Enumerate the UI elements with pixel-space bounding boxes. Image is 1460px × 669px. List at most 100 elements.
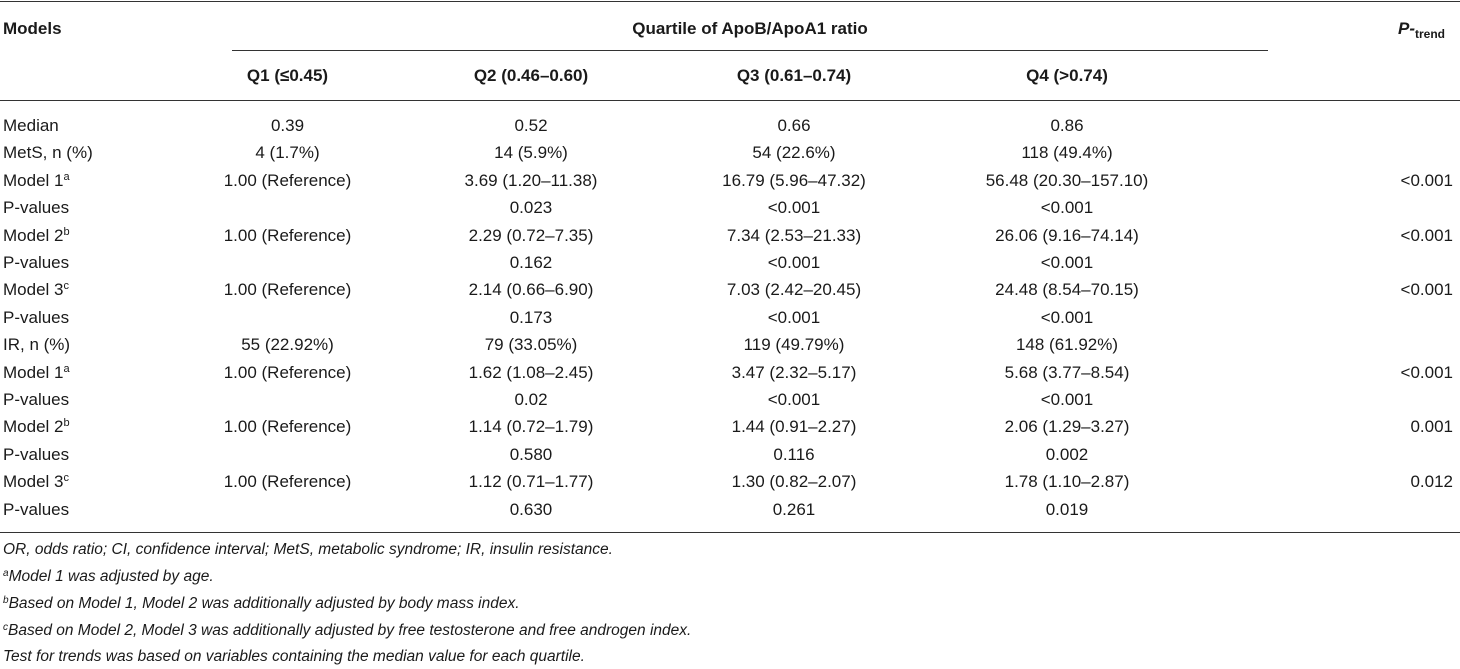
- table-row: IR, n (%) 55 (22.92%) 79 (33.05%) 119 (49.7…: [0, 331, 1460, 358]
- footnote-marker: b: [3, 595, 9, 606]
- cell-q3: <0.001: [767, 198, 821, 218]
- bottom-rule: [0, 532, 1460, 533]
- table-row: P-values 0.630 0.261 0.019: [0, 496, 1460, 523]
- cell-q4: <0.001: [1040, 253, 1094, 272]
- row-label: Model 3c: [3, 468, 69, 495]
- footnote-text: Based on Model 1, Model 2 was additional…: [8, 595, 520, 612]
- table-row: P-values 0.162 <0.001 <0.001: [0, 249, 1460, 276]
- cell-q4: 26.06 (9.16–74.14): [995, 225, 1139, 245]
- footnote-text: OR, odds ratio; CI, confidence interval;…: [3, 541, 613, 558]
- footnote-marker: c: [63, 472, 69, 485]
- row-label-text: P-values: [3, 499, 70, 519]
- row-label: P-values: [3, 194, 69, 221]
- row-label: Model 2b: [3, 222, 70, 249]
- cell-q3: 3.47 (2.32–5.17): [731, 362, 857, 382]
- row-label-text: Model 2: [3, 417, 64, 437]
- footnote-text: Model 1 was adjusted by age.: [8, 568, 214, 585]
- cell-p-trend: <0.001: [1400, 280, 1453, 300]
- p-trend-main: P-: [1398, 19, 1415, 38]
- cell-q2: 0.52: [514, 116, 548, 135]
- cell-q2: 0.023: [509, 198, 553, 218]
- row-label: Model 1a: [3, 167, 70, 194]
- row-label: P-values: [3, 496, 69, 523]
- row-label-text: IR, n (%): [3, 335, 71, 355]
- row-label-text: Model 1: [3, 170, 64, 190]
- footnote: bBased on Model 1, Model 2 was additiona…: [3, 594, 520, 614]
- table-row: P-values 0.023 <0.001 <0.001: [0, 194, 1460, 221]
- p-trend-sub: trend: [1415, 27, 1445, 41]
- cell-q2: 79 (33.05%): [484, 335, 578, 355]
- cell-q4: 0.019: [1045, 499, 1089, 519]
- cell-q4: <0.001: [1040, 390, 1094, 409]
- header-q2: Q2 (0.46–0.60): [473, 66, 589, 85]
- cell-p-trend: <0.001: [1400, 225, 1453, 245]
- cell-q2: 2.29 (0.72–7.35): [468, 225, 594, 245]
- table-row: MetS, n (%) 4 (1.7%) 14 (5.9%) 54 (22.6%) 11…: [0, 139, 1460, 166]
- row-label: P-values: [3, 249, 69, 276]
- row-label-text: Model 3: [3, 280, 64, 300]
- cell-q4: 1.78 (1.10–2.87): [1004, 472, 1130, 492]
- cell-q2: 1.62 (1.08–2.45): [468, 362, 594, 382]
- cell-q3: 54 (22.6%): [752, 143, 836, 163]
- cell-q1: 1.00 (Reference): [223, 472, 352, 492]
- footnote: OR, odds ratio; CI, confidence interval;…: [3, 540, 613, 560]
- footnote: cBased on Model 2, Model 3 was additiona…: [3, 621, 691, 641]
- cell-q4: 118 (49.4%): [1021, 143, 1113, 163]
- cell-q3: <0.001: [767, 253, 821, 272]
- cell-q3: 0.66: [777, 116, 811, 135]
- footnote-marker: c: [63, 280, 69, 293]
- cell-q1: 1.00 (Reference): [223, 362, 352, 382]
- row-label: IR, n (%): [3, 331, 70, 358]
- footnote-marker: a: [63, 170, 70, 183]
- table-row: Median 0.39 0.52 0.66 0.86: [0, 112, 1460, 139]
- cell-q3: 0.261: [772, 499, 816, 519]
- footnote-marker: b: [63, 417, 70, 430]
- cell-q2: 1.12 (0.71–1.77): [468, 472, 594, 492]
- cell-q4: 2.06 (1.29–3.27): [1004, 417, 1130, 437]
- row-label-text: P-values: [3, 444, 70, 464]
- row-label-text: Median: [3, 116, 59, 135]
- top-rule: [0, 1, 1460, 2]
- row-label-text: P-values: [3, 253, 70, 272]
- cell-q3: 7.34 (2.53–21.33): [726, 225, 862, 245]
- row-label: Model 3c: [3, 276, 69, 303]
- footnote: aModel 1 was adjusted by age.: [3, 567, 214, 587]
- row-label: Median: [3, 112, 59, 139]
- cell-q4: <0.001: [1040, 198, 1094, 218]
- cell-q1: 1.00 (Reference): [223, 417, 352, 437]
- row-label: P-values: [3, 441, 69, 468]
- cell-q4: 56.48 (20.30–157.10): [985, 170, 1149, 190]
- cell-q1: 55 (22.92%): [241, 335, 334, 355]
- row-label: P-values: [3, 386, 69, 413]
- cell-q4: 5.68 (3.77–8.54): [1004, 362, 1130, 382]
- cell-p-trend: <0.001: [1400, 362, 1453, 382]
- cell-q2: 14 (5.9%): [494, 143, 568, 163]
- row-label-text: P-values: [3, 198, 70, 218]
- header-q3: Q3 (0.61–0.74): [736, 66, 852, 85]
- cell-q4: <0.001: [1040, 307, 1094, 327]
- table-row: Model 3c 1.00 (Reference) 1.12 (0.71–1.77)…: [0, 468, 1460, 495]
- row-label-text: Model 1: [3, 362, 64, 382]
- footnote-text: Based on Model 2, Model 3 was additional…: [8, 622, 692, 639]
- group-underline: [232, 50, 1268, 51]
- row-label-text: MetS, n (%): [3, 143, 93, 163]
- footnote-marker: c: [3, 622, 8, 633]
- header-rule: [0, 100, 1460, 101]
- footnote-marker: a: [63, 362, 70, 375]
- table-row: P-values 0.580 0.116 0.002: [0, 441, 1460, 468]
- cell-q1: 0.39: [270, 116, 305, 135]
- cell-q4: 148 (61.92%): [1015, 335, 1119, 355]
- row-label-text: Model 3: [3, 472, 64, 492]
- table-row: Model 1a 1.00 (Reference) 1.62 (1.08–2.45)…: [0, 359, 1460, 386]
- table-row: P-values 0.173 <0.001 <0.001: [0, 304, 1460, 331]
- cell-q1: 1.00 (Reference): [223, 280, 352, 300]
- cell-q2: 1.14 (0.72–1.79): [468, 417, 594, 437]
- cell-q3: 16.79 (5.96–47.32): [722, 170, 866, 190]
- cell-q3: <0.001: [767, 390, 821, 409]
- cell-q2: 2.14 (0.66–6.90): [468, 280, 594, 300]
- cell-q3: 0.116: [773, 444, 815, 464]
- table-row: Model 3c 1.00 (Reference) 2.14 (0.66–6.90)…: [0, 276, 1460, 303]
- row-label-text: Model 2: [3, 225, 64, 245]
- footnote-marker: b: [63, 225, 70, 238]
